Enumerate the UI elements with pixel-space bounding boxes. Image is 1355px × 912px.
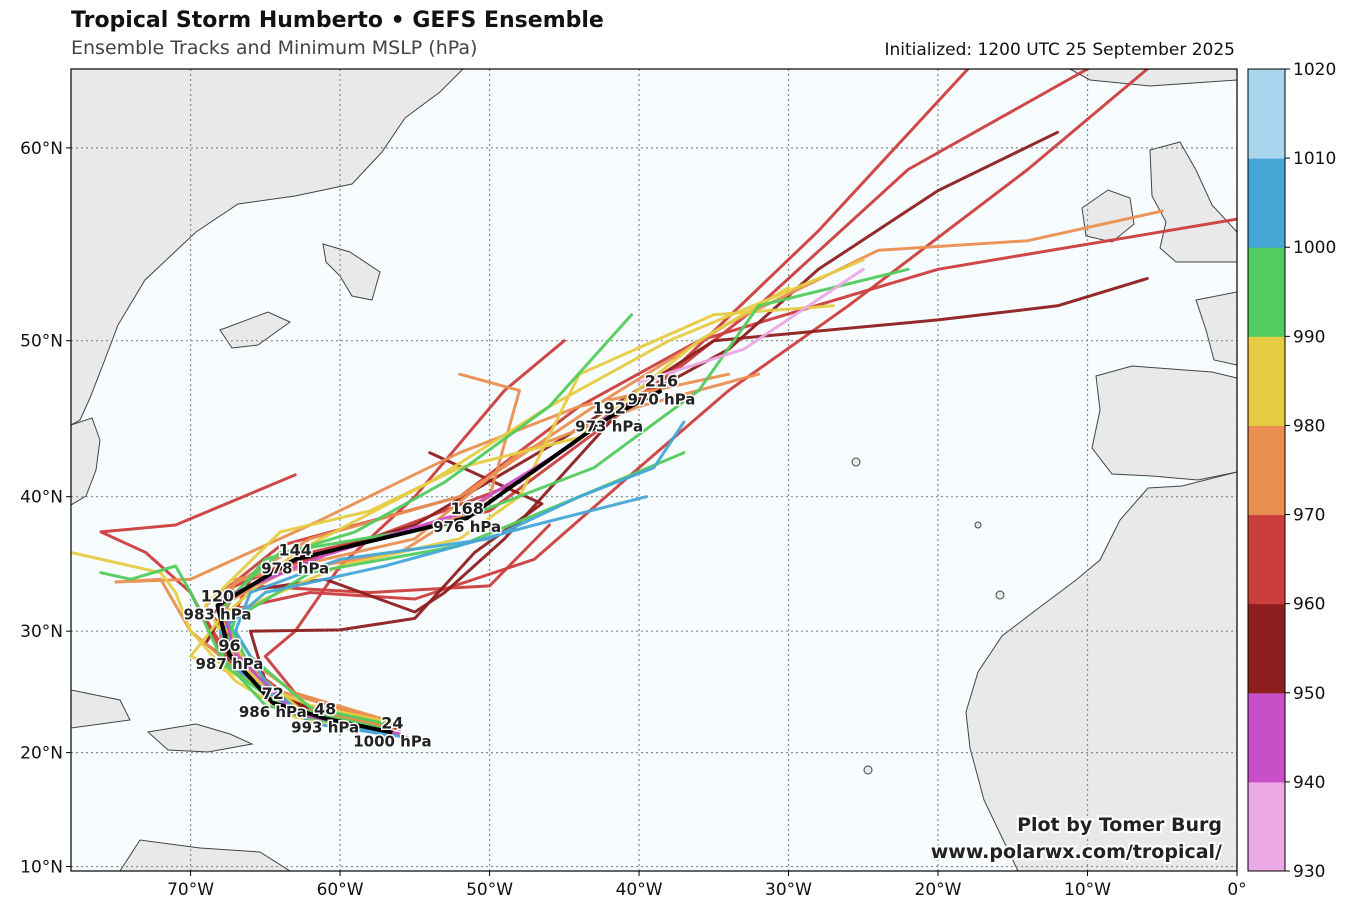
land-nova-scotia bbox=[219, 311, 291, 349]
figure-subtitle: Ensemble Tracks and Minimum MSLP (hPa) bbox=[71, 37, 478, 59]
colorbar-label: 970 bbox=[1293, 506, 1325, 526]
colorbar-label: 940 bbox=[1293, 773, 1325, 793]
forecast-hour-label: 72 bbox=[262, 684, 284, 703]
colorbar-label: 1020 bbox=[1293, 60, 1336, 80]
colorbar-segment bbox=[1248, 69, 1285, 159]
land-madeira bbox=[974, 521, 982, 529]
colorbar-label: 930 bbox=[1293, 862, 1325, 882]
mslp-label: 1000 hPa bbox=[353, 733, 431, 751]
land-great-britain bbox=[1149, 141, 1237, 263]
forecast-hour-label: 168 bbox=[450, 499, 483, 518]
colorbar-label: 1010 bbox=[1293, 149, 1336, 169]
colorbar-segment bbox=[1248, 514, 1285, 605]
land-france bbox=[1195, 291, 1237, 366]
land-hispaniola bbox=[146, 723, 254, 753]
mslp-label: 983 hPa bbox=[184, 606, 252, 624]
lat-tick-label: 40°N bbox=[20, 488, 63, 508]
colorbar-label: 950 bbox=[1293, 684, 1325, 704]
colorbar-segment bbox=[1248, 158, 1285, 248]
colorbar-segment bbox=[1248, 603, 1285, 694]
land-greenland bbox=[1069, 69, 1237, 87]
initialization-time: Initialized: 1200 UTC 25 September 2025 bbox=[884, 40, 1235, 60]
ensemble-track bbox=[219, 258, 865, 737]
mslp-label: 987 hPa bbox=[195, 655, 263, 673]
lon-tick-label: 0° bbox=[1227, 880, 1246, 900]
credit-line-2: www.polarwx.com/tropical/ bbox=[931, 841, 1222, 863]
forecast-hour-label: 216 bbox=[645, 371, 678, 390]
lat-tick-label: 30°N bbox=[20, 622, 63, 642]
land-canary-islands bbox=[995, 590, 1005, 600]
colorbar-label: 990 bbox=[1293, 327, 1325, 347]
forecast-hour-label: 24 bbox=[381, 714, 403, 733]
forecast-hour-label: 144 bbox=[279, 540, 312, 559]
lat-tick-label: 60°N bbox=[20, 139, 63, 159]
lon-tick-label: 10°W bbox=[1064, 880, 1111, 900]
lon-tick-label: 50°W bbox=[466, 880, 513, 900]
mslp-label: 993 hPa bbox=[291, 718, 359, 736]
ensemble-track bbox=[204, 286, 790, 735]
colorbar-label: 980 bbox=[1293, 416, 1325, 436]
forecast-hour-label: 96 bbox=[218, 636, 240, 655]
land-us-coast bbox=[71, 417, 101, 506]
lon-tick-label: 20°W bbox=[915, 880, 962, 900]
lat-tick-label: 10°N bbox=[20, 858, 63, 878]
mslp-label: 978 hPa bbox=[261, 559, 329, 577]
colorbar-frame bbox=[1247, 68, 1286, 872]
mean-track-line bbox=[215, 388, 663, 735]
graticule bbox=[71, 69, 1237, 871]
colorbar-segment bbox=[1248, 247, 1285, 337]
land-north-america bbox=[71, 69, 464, 426]
figure-title: Tropical Storm Humberto • GEFS Ensemble bbox=[71, 8, 604, 33]
colorbar-label: 960 bbox=[1293, 595, 1325, 615]
lat-tick-label: 20°N bbox=[20, 744, 63, 764]
forecast-hour-label: 192 bbox=[592, 398, 625, 417]
colorbar-label: 1000 bbox=[1293, 238, 1336, 258]
ensemble-track bbox=[99, 564, 372, 731]
ensemble-track bbox=[71, 551, 387, 733]
mslp-label: 973 hPa bbox=[575, 417, 643, 435]
map-frame bbox=[70, 68, 1238, 872]
colorbar-segment bbox=[1248, 336, 1285, 426]
mslp-label: 976 hPa bbox=[433, 518, 501, 536]
ensemble-track bbox=[637, 267, 865, 384]
credit-line-1: Plot by Tomer Burg bbox=[1017, 814, 1222, 836]
lon-tick-label: 70°W bbox=[167, 880, 214, 900]
land-south-america bbox=[119, 839, 291, 871]
axis-ticks: 70°W 60°W 50°W 40°W 30°W 20°W 10°W 0° 10°N 20°N 30… bbox=[20, 139, 1247, 900]
lon-tick-label: 60°W bbox=[317, 880, 364, 900]
colorbar-segment bbox=[1248, 692, 1285, 783]
ensemble-track bbox=[263, 339, 566, 731]
mslp-colorbar: 930 940 950 960 970 980 990 1000 1010 1020 bbox=[1247, 60, 1336, 882]
forecast-hour-label: 48 bbox=[314, 699, 336, 718]
forecast-hour-label: 120 bbox=[201, 587, 234, 606]
mslp-label: 970 hPa bbox=[628, 390, 696, 408]
colorbar-segment bbox=[1248, 781, 1285, 872]
land-azores bbox=[851, 457, 861, 467]
lat-tick-label: 50°N bbox=[20, 332, 63, 352]
ensemble-track bbox=[233, 420, 686, 739]
lon-tick-label: 30°W bbox=[765, 880, 812, 900]
land-ireland bbox=[1081, 189, 1135, 243]
land-cape-verde bbox=[863, 765, 873, 775]
ensemble-track bbox=[219, 313, 634, 729]
mslp-label: 986 hPa bbox=[239, 703, 307, 721]
land-cuba bbox=[71, 689, 131, 729]
lon-tick-label: 40°W bbox=[616, 880, 663, 900]
colorbar-segment bbox=[1248, 425, 1285, 516]
land-newfoundland bbox=[322, 243, 381, 301]
land-africa bbox=[965, 471, 1237, 871]
land-iberia bbox=[1091, 365, 1237, 481]
